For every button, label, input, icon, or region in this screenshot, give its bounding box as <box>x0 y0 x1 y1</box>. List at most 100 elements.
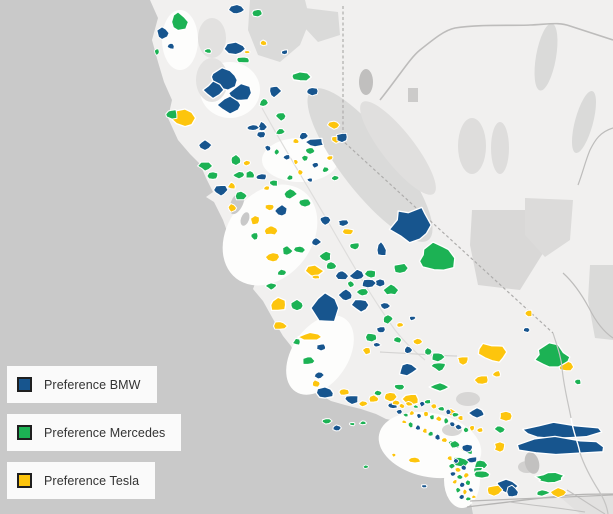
map-region-bmw[interactable] <box>319 215 332 226</box>
map-region-bmw[interactable] <box>454 423 463 431</box>
map-region-bmw[interactable] <box>375 326 386 334</box>
map-region-mercedes[interactable] <box>251 8 263 18</box>
map-region-mercedes[interactable] <box>418 241 456 271</box>
map-region-tesla[interactable] <box>454 467 462 473</box>
map-region-tesla[interactable] <box>341 228 354 236</box>
map-region-bmw[interactable] <box>414 424 421 431</box>
map-region-tesla[interactable] <box>226 181 236 190</box>
map-region-mercedes[interactable] <box>330 174 340 182</box>
map-region-tesla[interactable] <box>401 419 408 424</box>
map-region-mercedes[interactable] <box>292 245 307 254</box>
map-region-tesla[interactable] <box>524 309 533 318</box>
map-region-bmw[interactable] <box>216 95 242 115</box>
map-region-mercedes[interactable] <box>245 170 256 179</box>
map-region-tesla[interactable] <box>273 321 288 330</box>
map-region-mercedes[interactable] <box>234 190 248 201</box>
map-region-mercedes[interactable] <box>291 337 301 346</box>
map-region-bmw[interactable] <box>255 173 267 181</box>
map-region-bmw[interactable] <box>298 131 309 141</box>
map-region-bmw[interactable] <box>344 395 359 405</box>
map-region-tesla[interactable] <box>477 342 508 363</box>
map-region-bmw[interactable] <box>304 137 325 148</box>
map-region-mercedes[interactable] <box>165 109 178 120</box>
map-region-bmw[interactable] <box>409 315 417 322</box>
map-region-bmw[interactable] <box>310 292 340 323</box>
map-region-bmw[interactable] <box>376 241 387 256</box>
map-region-mercedes[interactable] <box>349 242 360 251</box>
map-region-tesla[interactable] <box>361 346 371 356</box>
map-region-mercedes[interactable] <box>290 298 304 312</box>
map-region-bmw[interactable] <box>522 327 531 334</box>
map-region-mercedes[interactable] <box>382 283 400 296</box>
map-region-mercedes[interactable] <box>393 262 409 274</box>
map-region-tesla[interactable] <box>368 394 380 403</box>
map-region-tesla[interactable] <box>270 296 287 312</box>
map-region-mercedes[interactable] <box>364 332 378 343</box>
map-region-tesla[interactable] <box>398 403 406 409</box>
map-region-tesla[interactable] <box>263 224 279 236</box>
map-region-tesla[interactable] <box>451 479 458 485</box>
map-region-tesla[interactable] <box>435 415 443 422</box>
map-region-bmw[interactable] <box>269 85 283 99</box>
map-region-tesla[interactable] <box>262 185 271 191</box>
map-region-mercedes[interactable] <box>393 383 406 391</box>
map-region-bmw[interactable] <box>315 343 327 352</box>
map-region-mercedes[interactable] <box>431 352 446 363</box>
map-region-bmw[interactable] <box>361 278 377 289</box>
map-region-bmw[interactable] <box>458 494 465 500</box>
map-region-bmw[interactable] <box>506 484 519 498</box>
map-region-mercedes[interactable] <box>424 399 432 405</box>
map-region-tesla[interactable] <box>462 488 468 496</box>
map-region-bmw[interactable] <box>419 401 426 408</box>
map-region-mercedes[interactable] <box>456 473 464 480</box>
map-region-tesla[interactable] <box>457 356 469 366</box>
map-region-tesla[interactable] <box>293 158 299 166</box>
map-region-tesla[interactable] <box>476 427 484 434</box>
map-region-tesla[interactable] <box>486 484 504 497</box>
map-region-mercedes[interactable] <box>358 420 368 426</box>
map-region-bmw[interactable] <box>223 41 247 56</box>
map-region-tesla[interactable] <box>549 487 568 499</box>
map-region-tesla[interactable] <box>311 274 321 280</box>
map-region-mercedes[interactable] <box>448 463 456 470</box>
map-region-tesla[interactable] <box>471 494 477 499</box>
map-region-mercedes[interactable] <box>455 487 462 494</box>
map-region-mercedes[interactable] <box>282 244 294 256</box>
map-region-bmw[interactable] <box>156 26 170 40</box>
map-region-bmw[interactable] <box>449 471 457 477</box>
map-region-tesla[interactable] <box>292 137 300 145</box>
map-region-bmw[interactable] <box>421 484 428 489</box>
map-region-mercedes[interactable] <box>291 71 312 82</box>
map-region-tesla[interactable] <box>493 441 506 453</box>
map-region-bmw[interactable] <box>198 139 213 151</box>
map-region-tesla[interactable] <box>259 39 268 47</box>
map-region-bmw[interactable] <box>467 487 474 493</box>
map-region-tesla[interactable] <box>396 322 405 328</box>
map-region-bmw[interactable] <box>280 49 289 56</box>
map-region-bmw[interactable] <box>374 278 386 288</box>
map-region-bmw[interactable] <box>227 82 253 102</box>
map-region-bmw[interactable] <box>315 386 335 399</box>
map-region-mercedes[interactable] <box>197 161 214 172</box>
map-region-mercedes[interactable] <box>274 112 287 122</box>
legend-item-bmw[interactable]: Preference BMW <box>7 366 157 403</box>
map-region-mercedes[interactable] <box>232 170 246 180</box>
map-region-bmw[interactable] <box>388 206 432 244</box>
map-region-mercedes[interactable] <box>412 404 419 409</box>
map-region-mercedes[interactable] <box>325 261 338 271</box>
map-region-mercedes[interactable] <box>258 98 269 107</box>
map-region-tesla[interactable] <box>469 425 475 432</box>
map-region-mercedes[interactable] <box>428 381 450 393</box>
map-region-bmw[interactable] <box>313 371 325 380</box>
map-region-mercedes[interactable] <box>473 470 491 479</box>
map-region-mercedes[interactable] <box>236 56 250 64</box>
map-region-mercedes[interactable] <box>355 288 369 297</box>
map-region-tesla[interactable] <box>430 403 438 410</box>
map-region-mercedes[interactable] <box>382 314 394 325</box>
map-region-mercedes[interactable] <box>536 489 552 497</box>
map-region-mercedes[interactable] <box>250 232 259 241</box>
map-region-tesla[interactable] <box>242 159 252 167</box>
map-region-bmw[interactable] <box>335 132 348 144</box>
map-region-mercedes[interactable] <box>407 421 414 429</box>
map-region-mercedes[interactable] <box>230 153 242 167</box>
